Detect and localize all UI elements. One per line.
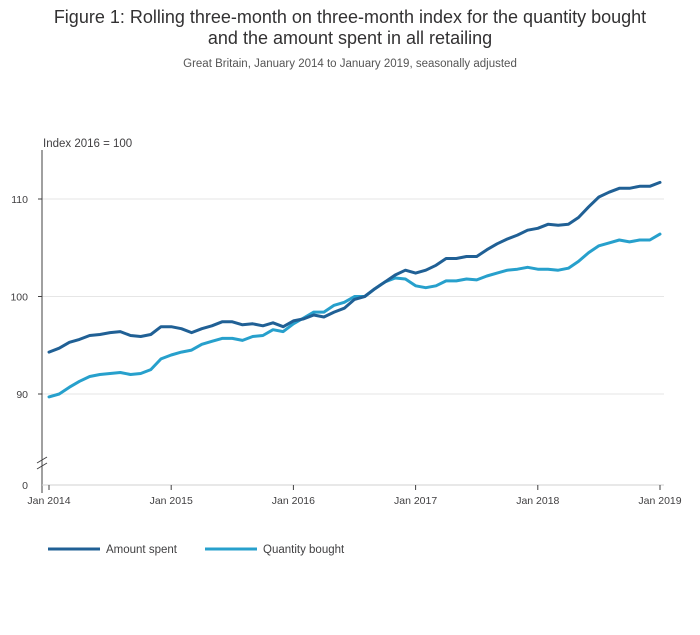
chart-title-line-1: Figure 1: Rolling three-month on three-m…: [53, 7, 647, 27]
legend-label-amount-spent: Amount spent: [106, 544, 178, 556]
y-ticks: 90 100 110: [10, 194, 42, 401]
axis-break-marker: [36, 456, 48, 470]
x-ticks: Jan 2014 Jan 2015 Jan 2016 Jan 2017 Jan 2018…: [27, 485, 682, 507]
chart-title: Figure 1: Rolling three-month on three-m…: [0, 7, 700, 49]
x-tick-label-1: Jan 2015: [150, 495, 193, 507]
y-tick-label-90: 90: [16, 389, 28, 401]
y-tick-label-zero: 0: [22, 480, 28, 492]
legend-item-amount-spent[interactable]: Amount spent: [48, 544, 178, 556]
x-tick-label-4: Jan 2018: [516, 495, 559, 507]
chart-title-line-2: and the amount spent in all retailing: [207, 28, 493, 48]
x-tick-label-2: Jan 2016: [272, 495, 315, 507]
y-axis-label: Index 2016 = 100: [43, 138, 132, 150]
series-lines: [47, 180, 662, 399]
chart-subtitle: Great Britain, January 2014 to January 2…: [183, 58, 517, 70]
axis-break-line-lower: [36, 462, 48, 470]
y-tick-label-100: 100: [10, 292, 28, 304]
series-line-quantity-bought[interactable]: [47, 232, 662, 399]
legend-item-quantity-bought[interactable]: Quantity bought: [205, 544, 345, 556]
x-tick-label-0: Jan 2014: [27, 495, 70, 507]
legend-label-quantity-bought: Quantity bought: [263, 544, 345, 556]
legend: Amount spent Quantity bought: [48, 544, 345, 556]
y-tick-label-110: 110: [11, 194, 28, 206]
series-line-amount-spent[interactable]: [47, 180, 662, 354]
x-tick-label-5: Jan 2019: [638, 495, 681, 507]
axis-break-line-upper: [36, 456, 48, 464]
x-tick-label-3: Jan 2017: [394, 495, 437, 507]
axes: Index 2016 = 100 0: [22, 138, 664, 493]
